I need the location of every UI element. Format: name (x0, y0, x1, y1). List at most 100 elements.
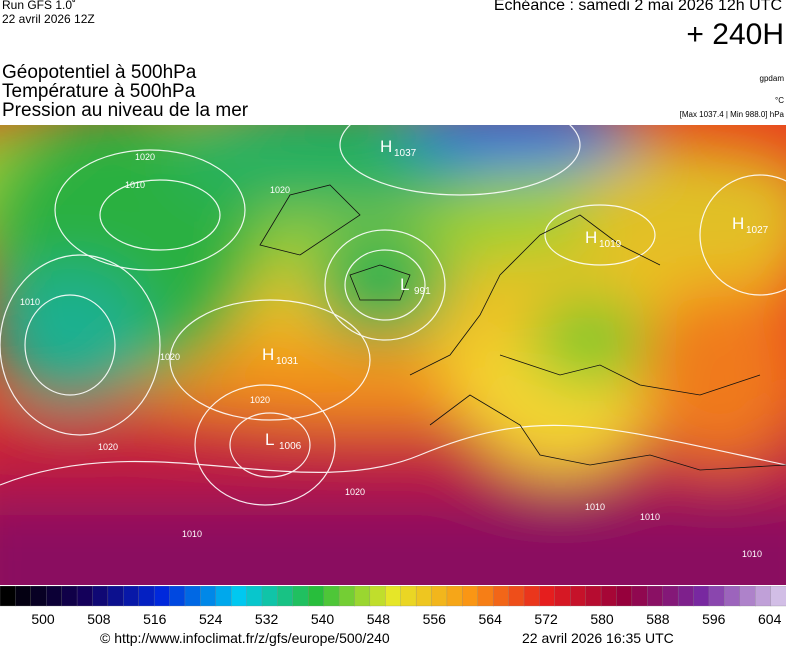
color-swatch (15, 586, 32, 607)
color-swatch (770, 586, 786, 607)
color-swatch (724, 586, 741, 607)
color-swatch (354, 586, 371, 607)
color-swatch (585, 586, 602, 607)
color-swatch (92, 586, 109, 607)
color-swatch (523, 586, 541, 607)
color-swatch (693, 586, 710, 607)
color-swatch (46, 586, 63, 607)
colorbar-label: 516 (143, 611, 167, 627)
center-value: 1031 (276, 356, 299, 367)
colorbar-label: 580 (590, 611, 614, 627)
color-swatch (215, 586, 232, 607)
contour-label: 1020 (250, 395, 270, 405)
center-letter: L (265, 430, 274, 449)
colorbar-label: 572 (534, 611, 558, 627)
color-swatch (400, 586, 417, 607)
color-swatch (246, 586, 263, 607)
contour-label: 1020 (160, 352, 180, 362)
center-letter: H (585, 228, 597, 247)
unit: [Max 1037.4 | Min 988.0] hPa (679, 110, 784, 119)
color-swatch (184, 586, 202, 607)
contour-label: 1010 (742, 549, 762, 559)
colorbar-label: 596 (702, 611, 726, 627)
contour-label: 1020 (345, 487, 365, 497)
color-swatch (123, 586, 140, 607)
coastlines (259, 184, 786, 471)
color-swatch (261, 586, 279, 607)
center-letter: H (732, 214, 744, 233)
lead-time: + 240H (686, 18, 784, 51)
legend-line: Température à 500hPa (2, 81, 196, 102)
color-swatch (508, 586, 525, 607)
color-swatch (369, 586, 386, 607)
legend-line: Pression au niveau de la mer (2, 100, 249, 121)
valid-time: Echéance : samedi 2 mai 2026 12h UTC (493, 0, 782, 14)
colorbar: 500 508 516 524 532 540 548 556 564 572 580 588 596 6… (0, 586, 786, 627)
contour-label: 1020 (270, 185, 290, 195)
center-value: 1006 (279, 441, 302, 452)
colorbar-label: 548 (367, 611, 391, 627)
run: Run GFS 1.0˚ (2, 0, 77, 12)
center-letter: H (380, 137, 392, 156)
contour-label: 1010 (640, 512, 660, 522)
contour-label: 1010 (125, 180, 145, 190)
colorbar-label: 588 (646, 611, 670, 627)
color-swatch (277, 586, 294, 607)
color-swatch (61, 586, 78, 607)
color-swatch (616, 586, 633, 607)
footer-url: © http://www.infoclimat.fr/z/gfs/europe/… (100, 630, 390, 646)
color-swatch (539, 586, 556, 607)
color-swatch (570, 586, 587, 607)
contour-label: 1010 (182, 529, 202, 539)
center-value: 1019 (599, 239, 622, 250)
unit: °C (775, 96, 784, 105)
colorbar-label: 556 (423, 611, 447, 627)
colorbar-label: 564 (479, 611, 503, 627)
color-swatch (708, 586, 726, 607)
contour-label: 1010 (585, 502, 605, 512)
color-swatch (200, 586, 217, 607)
color-swatch (431, 586, 448, 607)
color-swatch (600, 586, 618, 607)
color-swatch (292, 586, 309, 607)
color-swatch (662, 586, 679, 607)
color-swatch (477, 586, 494, 607)
color-swatch (647, 586, 664, 607)
legend-line: Géopotentiel à 500hPa (2, 62, 197, 83)
contour-label: 1020 (98, 442, 118, 452)
color-swatch (446, 586, 464, 607)
colorbar-label: 532 (255, 611, 279, 627)
color-swatch (76, 586, 94, 607)
color-swatch (0, 586, 17, 607)
color-swatch (493, 586, 510, 607)
contour-label: 1020 (135, 152, 155, 162)
color-swatch (30, 586, 47, 607)
center-letter: L (400, 275, 409, 294)
colorbar-label: 500 (31, 611, 55, 627)
color-swatch (107, 586, 124, 607)
color-swatch (153, 586, 171, 607)
colorbar-label: 604 (758, 611, 782, 627)
color-swatch (462, 586, 479, 607)
footer-date: 22 avril 2026 16:35 UTC (522, 630, 674, 646)
color-swatch (338, 586, 356, 607)
color-swatch (231, 586, 248, 607)
colorbar-label: 508 (87, 611, 111, 627)
center-value: 1027 (746, 225, 769, 236)
contours (0, 125, 786, 506)
colorbar-label: 524 (199, 611, 223, 627)
color-swatch (554, 586, 571, 607)
colorbar-label: 540 (311, 611, 335, 627)
center-letter: H (262, 345, 274, 364)
center-value: 991 (414, 286, 431, 297)
color-swatch (415, 586, 433, 607)
color-swatch (138, 586, 155, 607)
color-swatch (677, 586, 695, 607)
color-swatch (739, 586, 756, 607)
contour-label: 1010 (20, 297, 40, 307)
color-swatch (169, 586, 186, 607)
unit: gpdam (759, 74, 784, 83)
